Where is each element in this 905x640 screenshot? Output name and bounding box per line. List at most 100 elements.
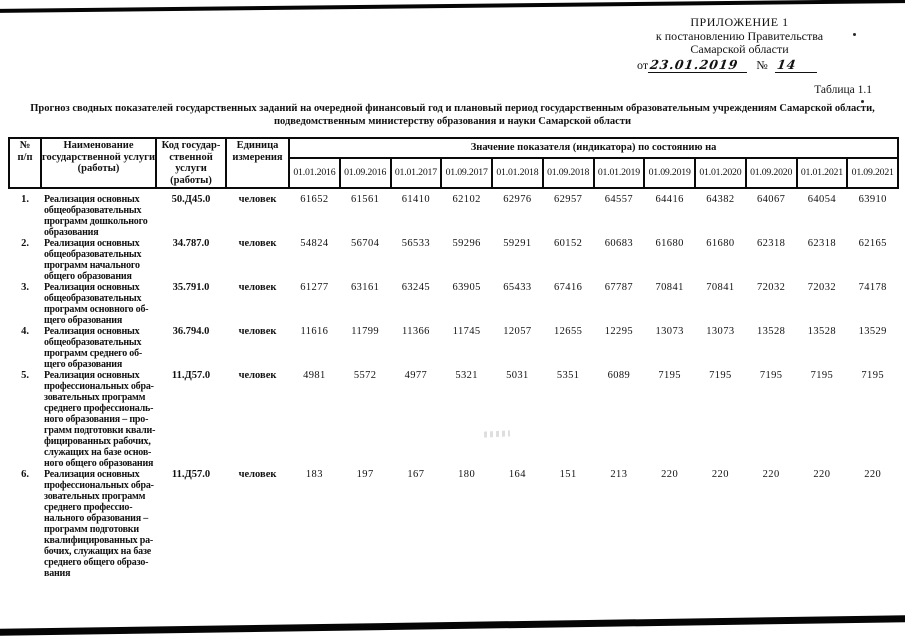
- cell-value: 72032: [757, 282, 786, 293]
- cell-value: 7195: [861, 370, 884, 381]
- cell-unit: человек: [238, 238, 277, 249]
- document-title-line-1: Прогноз сводных показателей государствен…: [30, 103, 875, 114]
- cell-value: 180: [458, 469, 476, 480]
- cell-value: 5031: [506, 370, 529, 381]
- cell-value: 6089: [607, 370, 631, 381]
- cell-value: 62165: [858, 238, 887, 249]
- cell-num: 2.: [21, 238, 29, 249]
- cell-num: 6.: [21, 469, 29, 480]
- appendix-block: ПРИЛОЖЕНИЕ 1 к постановлению Правительст…: [637, 15, 842, 72]
- cell-value: 197: [356, 469, 374, 480]
- cell-unit: человек: [238, 194, 277, 205]
- appendix-date-line: от23.01.2019 № 14: [637, 57, 842, 72]
- cell-value: 70841: [655, 282, 684, 293]
- cell-value: 60683: [604, 238, 633, 249]
- header-date: 01.01.2021: [795, 157, 849, 189]
- cell-unit: человек: [238, 469, 277, 480]
- cell-value: 220: [813, 469, 831, 480]
- dates-row: 01.01.2016 01.09.2016 01.01.2017 01.09.2017…: [9, 157, 900, 189]
- cell-value: 11366: [401, 326, 430, 337]
- cell-value: 12295: [604, 326, 633, 337]
- handwritten-date: 23.01.2019: [648, 57, 750, 72]
- cell-name: Реализация основных общеобразовательных …: [44, 194, 148, 238]
- cell-value: 67416: [554, 282, 583, 293]
- cell-value: 11799: [351, 326, 380, 337]
- table-body: 1. Реализация основных общеобразовательны…: [9, 188, 898, 579]
- cell-value: 56533: [401, 238, 430, 249]
- cell-value: 220: [711, 469, 729, 480]
- cell-value: 151: [559, 469, 577, 480]
- header-date: 01.01.2020: [694, 157, 747, 189]
- cell-value: 61680: [706, 238, 735, 249]
- cell-value: 7195: [810, 370, 834, 381]
- cell-value: 13073: [655, 326, 684, 337]
- cell-value: 62318: [757, 238, 786, 249]
- cell-num: 3.: [21, 282, 29, 293]
- document-title-line-2: подведомственным министерству образовани…: [273, 115, 632, 127]
- cell-code: 11.Д57.0: [171, 370, 211, 381]
- cell-value: 54824: [300, 238, 329, 249]
- header-service-name: Наименование государственной услуги (раб…: [40, 137, 157, 189]
- header-values-group: Значение показателя (индикатора) по сост…: [287, 137, 900, 159]
- cell-value: 7195: [709, 370, 732, 381]
- cell-value: 11745: [452, 326, 481, 337]
- cell-value: 61561: [351, 194, 380, 205]
- header-row-top: № п/п Наименование государственной услуг…: [8, 137, 900, 189]
- handwritten-number: 14: [774, 57, 820, 72]
- cell-code: 50.Д45.0: [171, 194, 211, 205]
- cell-name: Реализация основных общеобразовательных …: [44, 326, 143, 370]
- table-row: 2. Реализация основных общеобразовательны…: [9, 238, 898, 282]
- scan-edge-bottom: [0, 615, 905, 636]
- table-row: 4. Реализация основных общеобразовательны…: [9, 326, 898, 370]
- cell-value: 13528: [757, 326, 786, 337]
- cell-value: 62318: [807, 238, 836, 249]
- cell-code: 35.791.0: [172, 282, 210, 293]
- cell-value: 7195: [759, 370, 783, 381]
- cell-value: 220: [762, 469, 780, 480]
- cell-value: 62957: [554, 194, 583, 205]
- cell-value: 63905: [452, 282, 481, 293]
- cell-value: 60152: [554, 238, 583, 249]
- cell-value: 7195: [658, 370, 681, 381]
- cell-value: 63910: [858, 194, 887, 205]
- appendix-line-3: Самарской области: [690, 42, 789, 56]
- header-date: 01.09.2019: [643, 157, 696, 189]
- cell-value: 13529: [858, 326, 887, 337]
- from-label: от: [637, 57, 649, 72]
- table-row: 6. Реализация основных профессиональных о…: [9, 469, 898, 579]
- cell-value: 62976: [503, 194, 532, 205]
- cell-value: 5572: [353, 370, 377, 381]
- header-date: 01.01.2017: [389, 157, 443, 189]
- table-row: 3. Реализация основных общеобразовательны…: [9, 282, 898, 326]
- table-row: 1. Реализация основных общеобразовательны…: [9, 188, 898, 238]
- cell-value: 4977: [404, 370, 428, 381]
- cell-value: 4981: [303, 370, 326, 381]
- cell-value: 67787: [604, 282, 633, 293]
- table-label: Таблица 1.1: [814, 84, 872, 96]
- cell-code: 34.787.0: [172, 238, 210, 249]
- cell-value: 61410: [401, 194, 430, 205]
- cell-value: 220: [661, 469, 679, 480]
- header-date: 01.09.2016: [338, 157, 392, 189]
- cell-value: 5351: [556, 370, 580, 381]
- cell-name: Реализация основных общеобразовательных …: [44, 282, 149, 326]
- scan-speck: [853, 33, 856, 36]
- header-date: 01.09.2018: [541, 157, 595, 189]
- cell-value: 64067: [757, 194, 786, 205]
- cell-value: 213: [610, 469, 628, 480]
- cell-unit: человек: [238, 282, 277, 293]
- appendix-line-2: к постановлению Правительства: [655, 28, 824, 43]
- cell-value: 183: [305, 469, 323, 480]
- cell-value: 63245: [401, 282, 430, 293]
- indicators-table: № п/п Наименование государственной услуг…: [8, 137, 900, 579]
- appendix-line-1: ПРИЛОЖЕНИЕ 1: [690, 15, 789, 29]
- header-date: 01.01.2018: [491, 157, 544, 189]
- cell-value: 64382: [706, 194, 735, 205]
- cell-value: 167: [407, 469, 425, 480]
- cell-value: 56704: [351, 238, 380, 249]
- cell-value: 5321: [455, 370, 478, 381]
- header-date: 01.09.2021: [846, 157, 900, 189]
- cell-value: 13528: [807, 326, 836, 337]
- cell-num: 1.: [21, 194, 29, 205]
